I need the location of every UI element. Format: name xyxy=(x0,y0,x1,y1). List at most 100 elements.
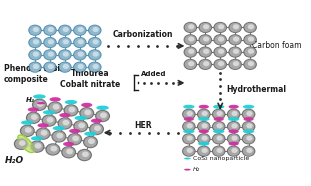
Ellipse shape xyxy=(41,130,48,136)
Ellipse shape xyxy=(244,117,254,121)
Ellipse shape xyxy=(48,27,54,32)
Ellipse shape xyxy=(66,149,73,154)
Ellipse shape xyxy=(90,124,103,134)
Ellipse shape xyxy=(73,25,87,36)
Ellipse shape xyxy=(33,100,46,110)
Ellipse shape xyxy=(248,61,254,66)
Ellipse shape xyxy=(233,24,239,29)
Ellipse shape xyxy=(73,120,88,132)
Ellipse shape xyxy=(229,129,239,133)
Text: Added: Added xyxy=(141,71,166,77)
Ellipse shape xyxy=(69,129,80,133)
Ellipse shape xyxy=(227,121,240,132)
Ellipse shape xyxy=(218,36,224,42)
Ellipse shape xyxy=(187,148,193,153)
Ellipse shape xyxy=(216,148,223,153)
Ellipse shape xyxy=(200,35,211,44)
Ellipse shape xyxy=(248,49,254,54)
Ellipse shape xyxy=(89,38,100,47)
Ellipse shape xyxy=(230,35,241,44)
Text: Carbon foam: Carbon foam xyxy=(252,41,301,50)
Ellipse shape xyxy=(48,101,63,114)
Ellipse shape xyxy=(182,109,196,120)
Ellipse shape xyxy=(68,134,81,144)
Ellipse shape xyxy=(81,108,93,118)
Ellipse shape xyxy=(47,144,59,155)
Ellipse shape xyxy=(233,49,239,54)
Ellipse shape xyxy=(73,49,87,60)
Ellipse shape xyxy=(246,111,253,116)
Ellipse shape xyxy=(74,38,86,47)
Ellipse shape xyxy=(185,60,196,69)
Ellipse shape xyxy=(43,37,57,48)
Ellipse shape xyxy=(49,102,62,113)
Ellipse shape xyxy=(212,109,225,120)
Ellipse shape xyxy=(202,136,208,141)
Ellipse shape xyxy=(43,62,57,73)
Ellipse shape xyxy=(95,110,110,122)
Ellipse shape xyxy=(100,112,107,118)
Ellipse shape xyxy=(213,34,227,45)
Ellipse shape xyxy=(43,116,55,126)
Ellipse shape xyxy=(29,50,41,60)
Ellipse shape xyxy=(242,145,255,157)
Ellipse shape xyxy=(228,134,239,144)
Ellipse shape xyxy=(198,34,212,45)
Text: H₂O: H₂O xyxy=(5,156,24,165)
Ellipse shape xyxy=(33,52,39,57)
Ellipse shape xyxy=(213,46,227,58)
Ellipse shape xyxy=(202,123,208,128)
Ellipse shape xyxy=(229,142,239,146)
Ellipse shape xyxy=(182,133,196,145)
Ellipse shape xyxy=(65,105,77,116)
Ellipse shape xyxy=(198,117,210,121)
Ellipse shape xyxy=(203,49,209,54)
Ellipse shape xyxy=(227,133,240,145)
Ellipse shape xyxy=(92,52,99,57)
Ellipse shape xyxy=(215,60,226,69)
Ellipse shape xyxy=(72,136,79,141)
Ellipse shape xyxy=(197,109,211,120)
Ellipse shape xyxy=(91,119,102,123)
Ellipse shape xyxy=(63,142,74,146)
Ellipse shape xyxy=(48,64,54,69)
Ellipse shape xyxy=(32,99,47,111)
Ellipse shape xyxy=(200,47,211,57)
Ellipse shape xyxy=(63,39,69,44)
Ellipse shape xyxy=(188,49,194,54)
Ellipse shape xyxy=(33,64,39,69)
Ellipse shape xyxy=(75,121,87,131)
Ellipse shape xyxy=(246,136,253,141)
Ellipse shape xyxy=(215,23,226,32)
Ellipse shape xyxy=(231,111,238,116)
Ellipse shape xyxy=(31,142,43,152)
Ellipse shape xyxy=(28,49,42,60)
Ellipse shape xyxy=(78,150,91,160)
Ellipse shape xyxy=(43,49,57,60)
Ellipse shape xyxy=(243,110,254,119)
Ellipse shape xyxy=(63,64,69,69)
Ellipse shape xyxy=(20,125,35,137)
Ellipse shape xyxy=(77,64,84,69)
Ellipse shape xyxy=(21,120,34,125)
Ellipse shape xyxy=(198,147,210,156)
Ellipse shape xyxy=(28,107,39,112)
Text: H₂: H₂ xyxy=(193,167,200,172)
Ellipse shape xyxy=(198,46,212,58)
Ellipse shape xyxy=(29,38,41,47)
Ellipse shape xyxy=(77,149,92,161)
Ellipse shape xyxy=(48,39,54,44)
Ellipse shape xyxy=(183,147,195,156)
Ellipse shape xyxy=(78,123,85,128)
Ellipse shape xyxy=(15,139,28,149)
Ellipse shape xyxy=(213,147,225,156)
Ellipse shape xyxy=(43,25,57,36)
Ellipse shape xyxy=(212,121,225,132)
Ellipse shape xyxy=(183,59,197,70)
Ellipse shape xyxy=(228,34,242,45)
Ellipse shape xyxy=(199,129,209,133)
Ellipse shape xyxy=(243,129,254,133)
Ellipse shape xyxy=(198,110,210,119)
Ellipse shape xyxy=(56,133,63,139)
Ellipse shape xyxy=(198,122,210,131)
